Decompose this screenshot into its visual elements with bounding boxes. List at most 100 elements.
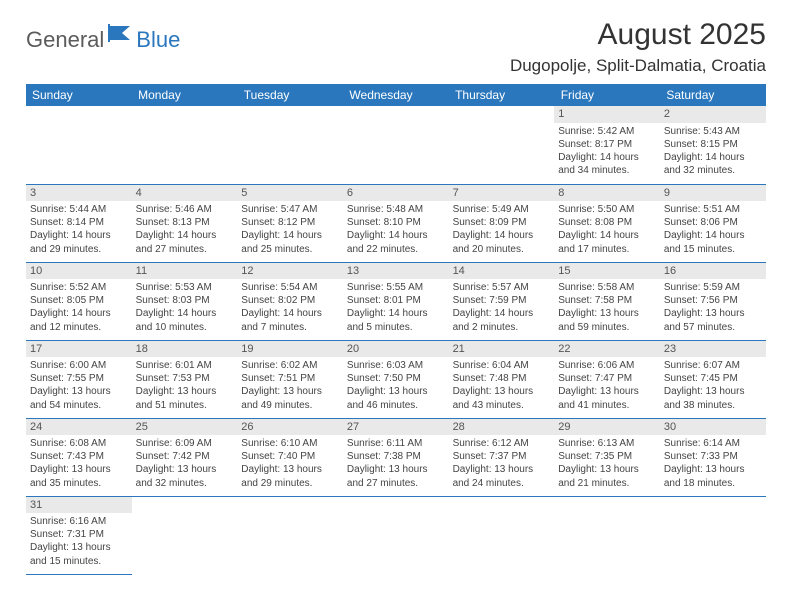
cell-text: Sunrise: 6:14 AM bbox=[664, 437, 762, 450]
cell-text: Sunrise: 6:06 AM bbox=[558, 359, 656, 372]
calendar-cell: 25Sunrise: 6:09 AMSunset: 7:42 PMDayligh… bbox=[132, 418, 238, 496]
cell-text: and 32 minutes. bbox=[664, 164, 762, 177]
calendar-cell bbox=[343, 496, 449, 574]
calendar-cell: 16Sunrise: 5:59 AMSunset: 7:56 PMDayligh… bbox=[660, 262, 766, 340]
calendar-cell: 15Sunrise: 5:58 AMSunset: 7:58 PMDayligh… bbox=[554, 262, 660, 340]
cell-text: and 5 minutes. bbox=[347, 321, 445, 334]
cell-text: Daylight: 13 hours bbox=[136, 463, 234, 476]
cell-text: Sunset: 8:12 PM bbox=[241, 216, 339, 229]
calendar-cell bbox=[660, 496, 766, 574]
day-header: Tuesday bbox=[237, 84, 343, 106]
cell-text: Daylight: 13 hours bbox=[136, 385, 234, 398]
day-number: 3 bbox=[26, 185, 132, 202]
cell-text: Daylight: 13 hours bbox=[664, 385, 762, 398]
day-number: 19 bbox=[237, 341, 343, 358]
cell-text: Daylight: 13 hours bbox=[241, 463, 339, 476]
calendar-cell: 12Sunrise: 5:54 AMSunset: 8:02 PMDayligh… bbox=[237, 262, 343, 340]
cell-text: and 2 minutes. bbox=[453, 321, 551, 334]
calendar-cell: 19Sunrise: 6:02 AMSunset: 7:51 PMDayligh… bbox=[237, 340, 343, 418]
cell-text: Sunrise: 6:07 AM bbox=[664, 359, 762, 372]
cell-text: Sunset: 7:53 PM bbox=[136, 372, 234, 385]
calendar-cell bbox=[132, 496, 238, 574]
calendar-cell bbox=[343, 106, 449, 184]
cell-text: Sunrise: 5:58 AM bbox=[558, 281, 656, 294]
cell-text: and 21 minutes. bbox=[558, 477, 656, 490]
cell-text: and 20 minutes. bbox=[453, 243, 551, 256]
cell-text: Sunrise: 5:57 AM bbox=[453, 281, 551, 294]
calendar-cell: 30Sunrise: 6:14 AMSunset: 7:33 PMDayligh… bbox=[660, 418, 766, 496]
cell-text: Daylight: 14 hours bbox=[558, 229, 656, 242]
calendar-cell: 23Sunrise: 6:07 AMSunset: 7:45 PMDayligh… bbox=[660, 340, 766, 418]
cell-text: and 32 minutes. bbox=[136, 477, 234, 490]
title-block: August 2025 Dugopolje, Split-Dalmatia, C… bbox=[510, 18, 766, 76]
day-number: 13 bbox=[343, 263, 449, 280]
cell-text: Daylight: 14 hours bbox=[453, 229, 551, 242]
cell-text: Sunrise: 5:42 AM bbox=[558, 125, 656, 138]
calendar-cell: 21Sunrise: 6:04 AMSunset: 7:48 PMDayligh… bbox=[449, 340, 555, 418]
day-header: Monday bbox=[132, 84, 238, 106]
calendar-cell: 26Sunrise: 6:10 AMSunset: 7:40 PMDayligh… bbox=[237, 418, 343, 496]
day-number: 17 bbox=[26, 341, 132, 358]
cell-text: and 38 minutes. bbox=[664, 399, 762, 412]
day-number: 20 bbox=[343, 341, 449, 358]
cell-text: Sunset: 8:10 PM bbox=[347, 216, 445, 229]
day-number: 8 bbox=[554, 185, 660, 202]
cell-text: Sunrise: 6:09 AM bbox=[136, 437, 234, 450]
day-number: 31 bbox=[26, 497, 132, 514]
cell-text: Sunrise: 6:01 AM bbox=[136, 359, 234, 372]
calendar-week-row: 17Sunrise: 6:00 AMSunset: 7:55 PMDayligh… bbox=[26, 340, 766, 418]
day-number: 16 bbox=[660, 263, 766, 280]
cell-text: Daylight: 13 hours bbox=[453, 385, 551, 398]
cell-text: Sunrise: 5:48 AM bbox=[347, 203, 445, 216]
calendar-cell: 4Sunrise: 5:46 AMSunset: 8:13 PMDaylight… bbox=[132, 184, 238, 262]
calendar-cell: 11Sunrise: 5:53 AMSunset: 8:03 PMDayligh… bbox=[132, 262, 238, 340]
calendar-cell: 2Sunrise: 5:43 AMSunset: 8:15 PMDaylight… bbox=[660, 106, 766, 184]
cell-text: Sunrise: 6:16 AM bbox=[30, 515, 128, 528]
cell-text: Sunset: 8:03 PM bbox=[136, 294, 234, 307]
cell-text: Daylight: 13 hours bbox=[30, 463, 128, 476]
cell-text: Sunset: 8:01 PM bbox=[347, 294, 445, 307]
calendar-cell: 22Sunrise: 6:06 AMSunset: 7:47 PMDayligh… bbox=[554, 340, 660, 418]
cell-text: Sunrise: 5:53 AM bbox=[136, 281, 234, 294]
cell-text: Daylight: 14 hours bbox=[453, 307, 551, 320]
cell-text: and 24 minutes. bbox=[453, 477, 551, 490]
location-subtitle: Dugopolje, Split-Dalmatia, Croatia bbox=[510, 56, 766, 76]
calendar-cell bbox=[132, 106, 238, 184]
day-number: 9 bbox=[660, 185, 766, 202]
cell-text: and 18 minutes. bbox=[664, 477, 762, 490]
calendar-cell: 14Sunrise: 5:57 AMSunset: 7:59 PMDayligh… bbox=[449, 262, 555, 340]
cell-text: Sunset: 8:06 PM bbox=[664, 216, 762, 229]
day-number: 12 bbox=[237, 263, 343, 280]
cell-text: Daylight: 13 hours bbox=[664, 463, 762, 476]
cell-text: Daylight: 14 hours bbox=[558, 151, 656, 164]
cell-text: Sunset: 7:37 PM bbox=[453, 450, 551, 463]
cell-text: and 46 minutes. bbox=[347, 399, 445, 412]
day-number: 28 bbox=[449, 419, 555, 436]
calendar-cell: 28Sunrise: 6:12 AMSunset: 7:37 PMDayligh… bbox=[449, 418, 555, 496]
calendar-cell: 5Sunrise: 5:47 AMSunset: 8:12 PMDaylight… bbox=[237, 184, 343, 262]
calendar-header-row: Sunday Monday Tuesday Wednesday Thursday… bbox=[26, 84, 766, 106]
cell-text: Sunrise: 5:59 AM bbox=[664, 281, 762, 294]
cell-text: Sunset: 7:58 PM bbox=[558, 294, 656, 307]
calendar-cell: 29Sunrise: 6:13 AMSunset: 7:35 PMDayligh… bbox=[554, 418, 660, 496]
cell-text: Daylight: 14 hours bbox=[241, 307, 339, 320]
day-number: 11 bbox=[132, 263, 238, 280]
calendar-cell: 7Sunrise: 5:49 AMSunset: 8:09 PMDaylight… bbox=[449, 184, 555, 262]
cell-text: Sunrise: 6:12 AM bbox=[453, 437, 551, 450]
calendar-cell bbox=[449, 496, 555, 574]
cell-text: Sunset: 7:35 PM bbox=[558, 450, 656, 463]
cell-text: Sunset: 8:15 PM bbox=[664, 138, 762, 151]
cell-text: Sunrise: 6:04 AM bbox=[453, 359, 551, 372]
day-number: 27 bbox=[343, 419, 449, 436]
day-number: 21 bbox=[449, 341, 555, 358]
cell-text: Daylight: 13 hours bbox=[558, 463, 656, 476]
calendar-cell: 13Sunrise: 5:55 AMSunset: 8:01 PMDayligh… bbox=[343, 262, 449, 340]
day-number: 6 bbox=[343, 185, 449, 202]
cell-text: Sunrise: 5:44 AM bbox=[30, 203, 128, 216]
calendar-cell bbox=[237, 106, 343, 184]
calendar-week-row: 31Sunrise: 6:16 AMSunset: 7:31 PMDayligh… bbox=[26, 496, 766, 574]
logo-word-2: Blue bbox=[136, 27, 180, 53]
cell-text: and 51 minutes. bbox=[136, 399, 234, 412]
page-title: August 2025 bbox=[510, 18, 766, 52]
cell-text: Daylight: 14 hours bbox=[136, 307, 234, 320]
